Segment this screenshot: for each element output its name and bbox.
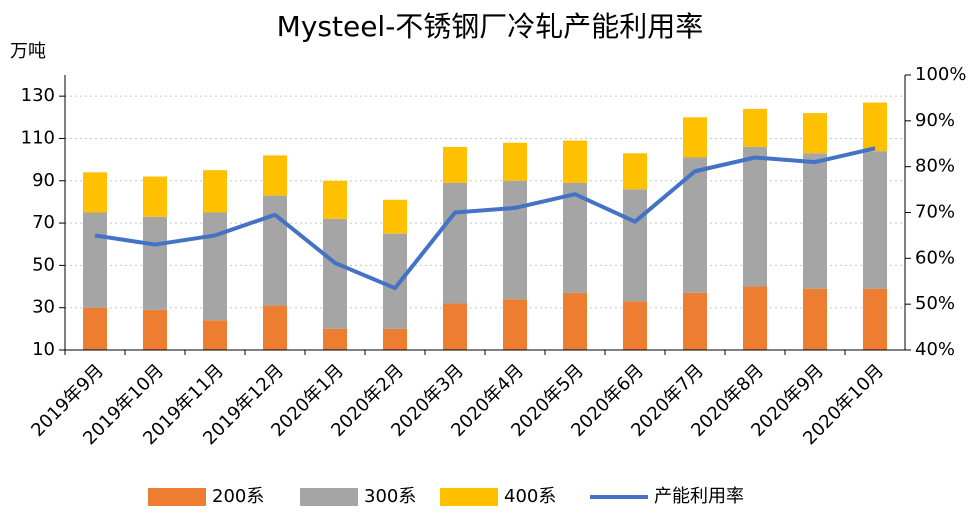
bar-segment	[203, 212, 227, 321]
legend-swatch	[148, 488, 206, 506]
bar-segment	[863, 102, 887, 152]
bar-segment	[563, 140, 587, 183]
bar-segment	[383, 199, 407, 234]
bar-segment	[743, 146, 767, 287]
y-axis-label: 万吨	[10, 41, 46, 62]
bar-segment	[203, 170, 227, 213]
bar-segment	[323, 328, 347, 350]
y2-tick-label: 60%	[915, 247, 955, 268]
bar-segment	[743, 286, 767, 350]
bar-segment	[803, 113, 827, 154]
legend-swatch	[300, 488, 358, 506]
y2-tick-label: 90%	[915, 110, 955, 131]
y2-tick-label: 40%	[915, 339, 955, 360]
bar-segment	[203, 320, 227, 350]
bar-segment	[563, 292, 587, 350]
y-tick-label: 90	[32, 170, 55, 191]
bar-segment	[263, 305, 287, 350]
bar-segment	[83, 172, 107, 213]
bar-segment	[83, 307, 107, 350]
y2-tick-label: 70%	[915, 202, 955, 223]
bar-segment	[443, 182, 467, 304]
bar-segment	[263, 155, 287, 196]
bar-segment	[803, 153, 827, 289]
bar-segment	[143, 309, 167, 350]
bar-segment	[503, 142, 527, 181]
legend-label: 200系	[212, 486, 264, 507]
bar-segment	[503, 180, 527, 300]
bar-segment	[263, 195, 287, 306]
y-tick-label: 30	[32, 297, 55, 318]
bar-segment	[383, 328, 407, 350]
bar-segment	[83, 212, 107, 308]
bar-segment	[803, 288, 827, 350]
legend-label: 产能利用率	[654, 486, 744, 507]
bar-segment	[143, 176, 167, 217]
y2-tick-label: 100%	[915, 64, 966, 85]
legend-label: 400系	[504, 486, 556, 507]
y-tick-label: 130	[21, 85, 55, 106]
bar-segment	[623, 301, 647, 350]
y-tick-label: 50	[32, 254, 55, 275]
bar-segment	[443, 146, 467, 183]
bar-segment	[623, 153, 647, 190]
bar-segment	[743, 108, 767, 147]
y2-tick-label: 50%	[915, 293, 955, 314]
bar-segment	[443, 303, 467, 350]
chart-title: Mysteel-不锈钢厂冷轧产能利用率	[277, 10, 704, 43]
y-tick-label: 110	[21, 127, 55, 148]
y-tick-label: 10	[32, 339, 55, 360]
bar-segment	[323, 180, 347, 219]
line-series	[94, 146, 876, 291]
bar-segment	[143, 216, 167, 310]
bar-segment	[683, 292, 707, 350]
legend-swatch	[440, 488, 498, 506]
bar-segment	[623, 189, 647, 302]
y-tick-label: 70	[32, 212, 55, 233]
bar-segment	[563, 182, 587, 293]
bar-segment	[503, 299, 527, 350]
bar-segment	[683, 117, 707, 158]
legend-label: 300系	[364, 486, 416, 507]
bar-segment	[323, 218, 347, 329]
bar-segment	[863, 288, 887, 350]
bar-segment	[863, 151, 887, 289]
bar-segment	[383, 233, 407, 329]
y2-tick-label: 80%	[915, 156, 955, 177]
